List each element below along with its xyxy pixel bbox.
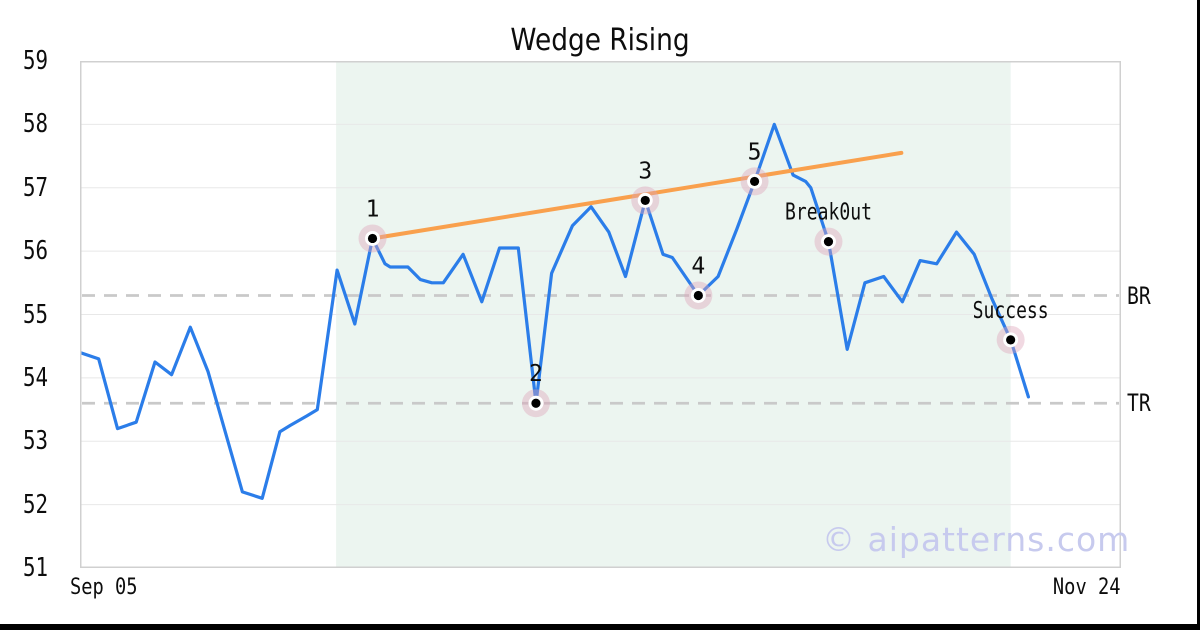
right-edge-bar: [1197, 0, 1200, 630]
marker-label-4: 4: [691, 253, 705, 279]
pattern-point-marker: [531, 398, 541, 408]
pattern-point-marker: [823, 237, 834, 247]
marker-label-break0ut: Break0ut: [785, 200, 872, 226]
y-tick-label: 56: [22, 236, 48, 267]
y-tick-label: 52: [22, 489, 48, 520]
y-tick-label: 59: [22, 46, 48, 76]
pattern-point-marker: [693, 290, 703, 301]
marker-label-1: 1: [366, 196, 380, 222]
plot-border: [80, 61, 1121, 568]
x-tick-label-end: Nov 24: [1052, 575, 1120, 600]
marker-label-2: 2: [529, 361, 543, 387]
chart-title: Wedge Rising: [510, 23, 690, 58]
y-tick-label: 55: [22, 299, 48, 330]
pattern-point-marker: [367, 233, 378, 244]
pattern-point-marker: [640, 195, 650, 206]
plot-area: 1 2 3 4 5 Break0ut Success: [80, 61, 1121, 568]
trendline: [370, 150, 904, 241]
level-label-tr: TR: [1127, 389, 1151, 417]
y-tick-label: 51: [22, 553, 48, 583]
watermark: © aipatterns.com: [822, 520, 1131, 559]
pattern-point-marker: [749, 176, 760, 187]
level-label-br: BR: [1127, 282, 1151, 310]
price-chart-svg: 1 2 3 4 5 Break0ut Success: [80, 61, 1121, 568]
bottom-edge-bar: [0, 624, 1200, 630]
pattern-point-marker: [1006, 335, 1016, 345]
y-tick-label: 58: [22, 109, 48, 140]
marker-label-3: 3: [638, 158, 652, 184]
y-tick-label: 57: [22, 172, 48, 203]
y-tick-label: 54: [22, 362, 48, 393]
marker-label-success: Success: [973, 298, 1049, 324]
price-line: [80, 122, 1031, 500]
x-tick-label-start: Sep 05: [70, 575, 138, 600]
marker-label-5: 5: [748, 139, 762, 165]
y-tick-label: 53: [22, 426, 48, 457]
